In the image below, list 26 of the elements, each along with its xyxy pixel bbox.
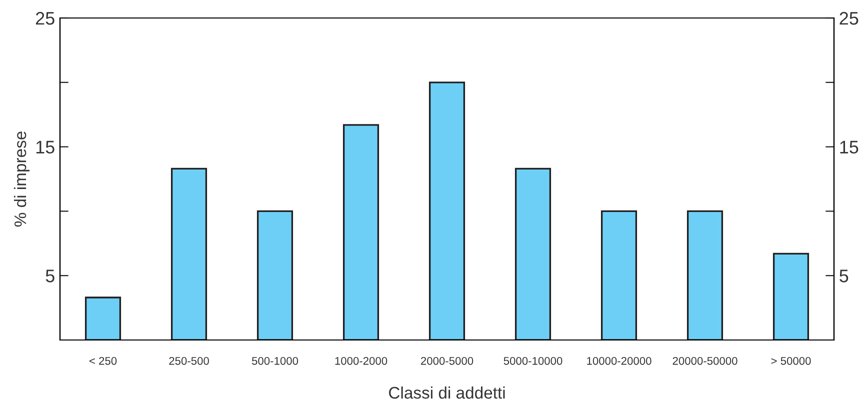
x-tick-label: 10000-20000 (587, 356, 652, 365)
x-tick-label: 5000-10000 (504, 356, 562, 365)
bar (600, 210, 638, 340)
bar (514, 168, 552, 340)
y-tick-label: 25 (36, 12, 54, 25)
bar (342, 124, 380, 340)
bar (686, 210, 724, 340)
y-axis-title: % di imprese (14, 132, 30, 227)
x-tick-label: < 250 (89, 356, 117, 365)
y2-tick-label: 5 (840, 270, 848, 282)
bar (428, 82, 466, 340)
x-tick-label: 1000-2000 (335, 356, 388, 365)
bar (84, 296, 122, 340)
y-tick-label: 15 (36, 140, 54, 154)
bar (170, 168, 208, 340)
bar (772, 252, 810, 340)
y2-tick-label: 25 (840, 12, 858, 25)
y2-tick-label: 15 (840, 140, 858, 154)
bar (256, 210, 294, 340)
x-tick-label: 250-500 (169, 356, 209, 365)
x-tick-label: 500-1000 (252, 356, 298, 365)
x-axis-title: Classi di addetti (389, 386, 505, 399)
x-tick-label: 20000-50000 (672, 356, 738, 365)
y-tick-label: 5 (46, 270, 54, 282)
x-tick-label: > 50000 (771, 356, 811, 365)
x-tick-label: 2000-5000 (420, 356, 474, 365)
